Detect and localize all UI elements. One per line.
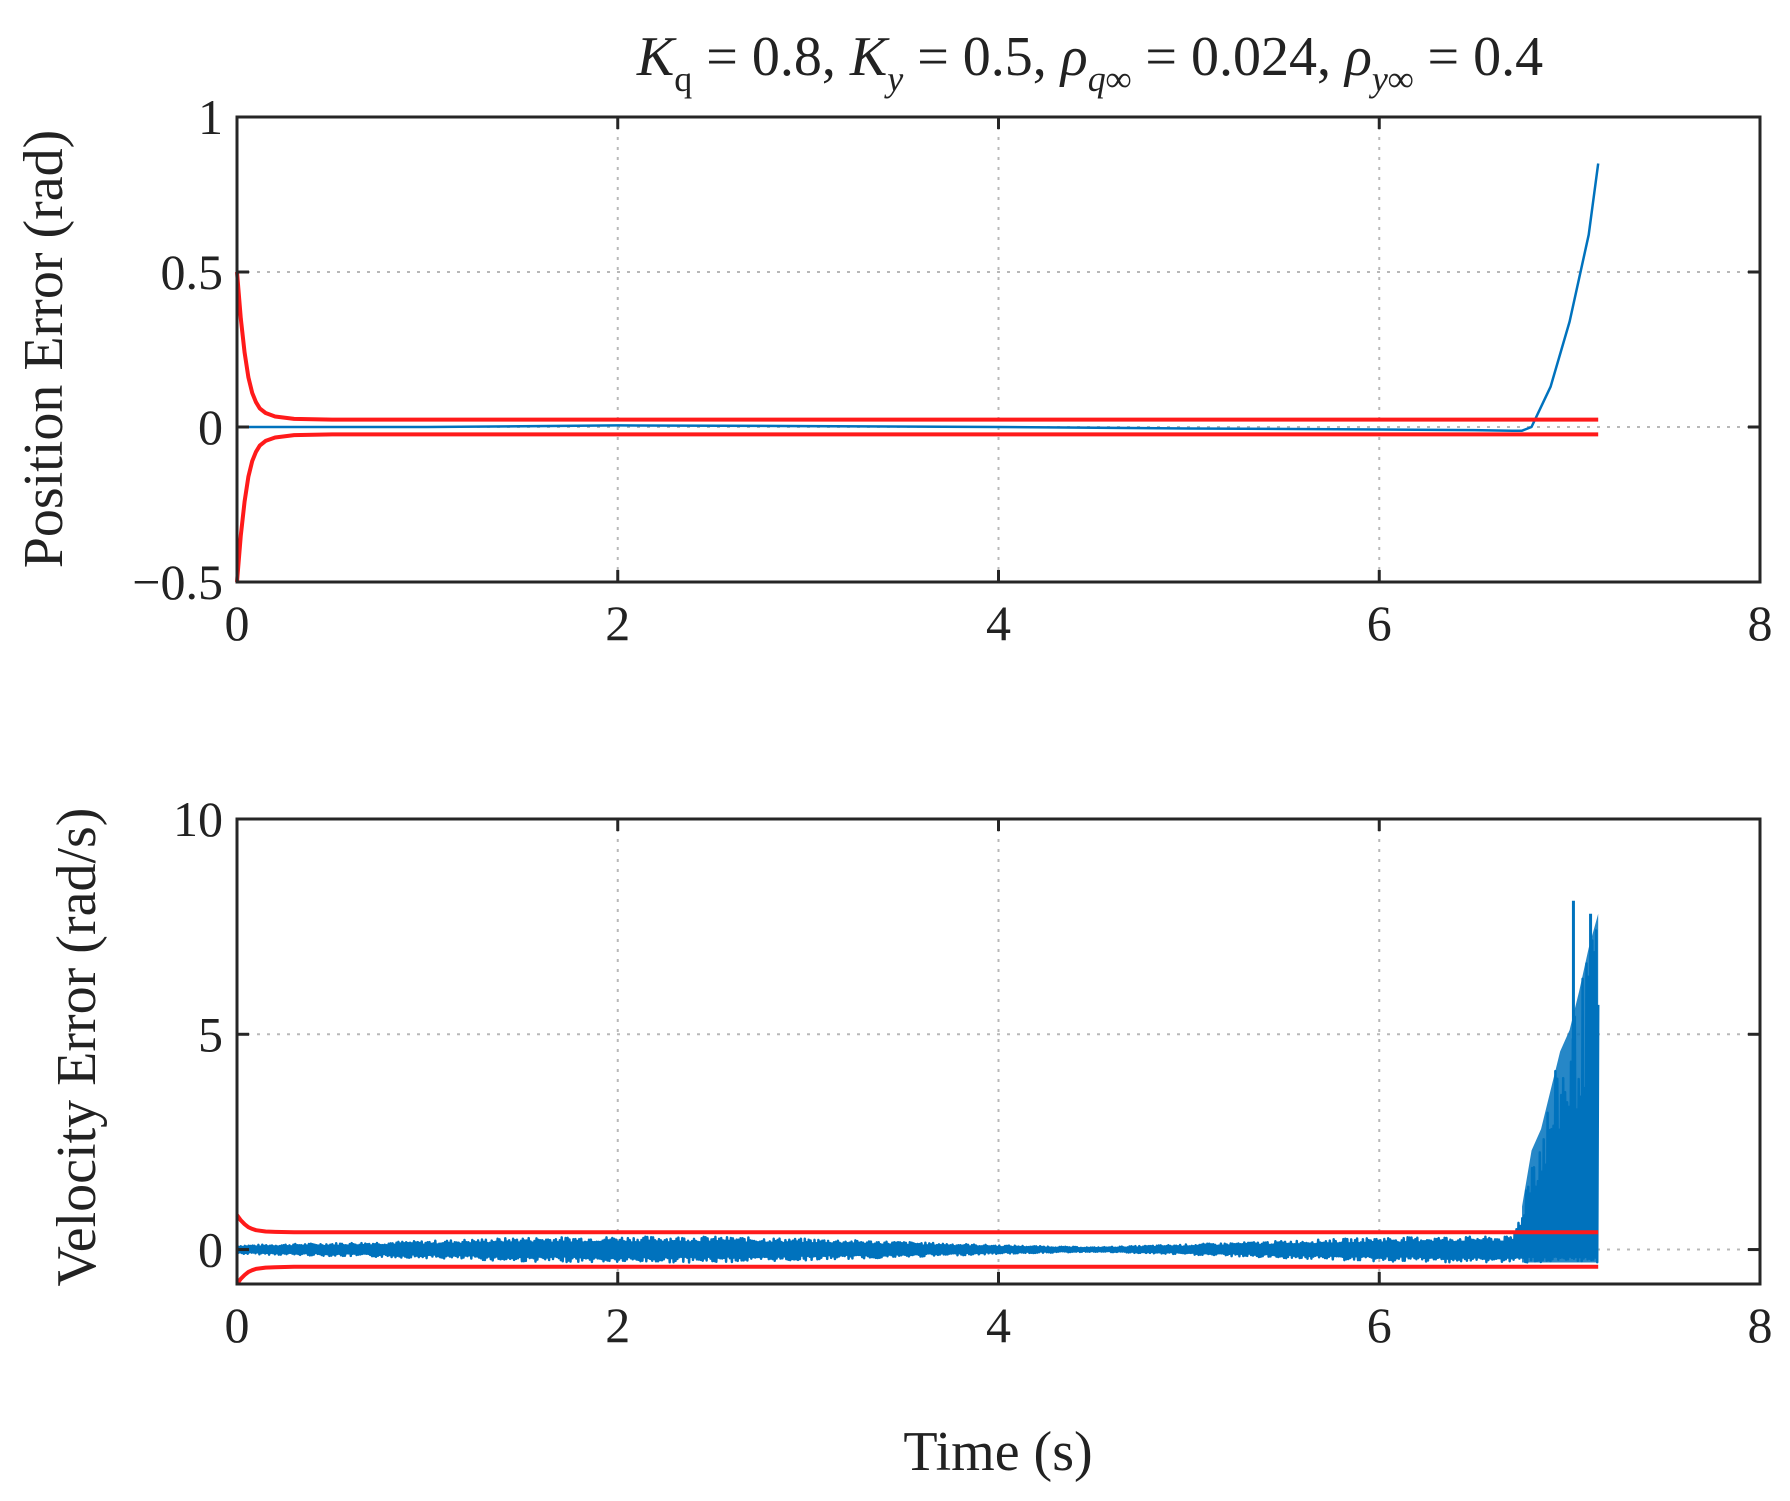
y-tick-label: 0 [198,1222,223,1278]
x-tick-label: 0 [225,1297,250,1353]
lower-bound-line [235,432,1599,583]
velocity-error-plot: 0 2 4 6 8 0 5 10 Velocity Error (rad/s) [46,791,1773,1353]
x-tick-label: 8 [1748,595,1773,651]
position-error-plot: 0 2 4 6 8−0.500.51 Position Error (rad) [13,89,1773,651]
x-axis-label: Time (s) [903,1421,1092,1483]
y-axis-label: Velocity Error (rad/s) [46,808,108,1287]
x-tick-label: 0 [225,595,250,651]
x-tick-label: 2 [605,595,630,651]
y-tick-label: 1 [198,89,223,145]
position-error-line [237,163,1600,432]
y-tick-label: 0 [198,399,223,455]
y-tick-label: 0.5 [161,244,224,300]
x-tick-label: 8 [1748,1297,1773,1353]
chart-title: Kq = 0.8, Ky = 0.5, ρq∞ = 0.024, ρy∞ = 0… [636,26,1543,99]
velocity-error-line [235,929,1600,1264]
x-tick-label: 6 [1367,1297,1392,1353]
x-tick-label: 4 [986,1297,1011,1353]
y-tick-label: 10 [173,791,223,847]
y-tick-label: 5 [198,1006,223,1062]
lower-bound-line [235,1264,1599,1286]
x-tick-label: 4 [986,595,1011,651]
y-axis-label: Position Error (rad) [13,130,75,569]
upper-bound-line [235,1213,1599,1235]
x-tick-label: 2 [605,1297,630,1353]
x-tick-label: 6 [1367,595,1392,651]
y-tick-label: −0.5 [132,554,223,610]
velocity-error-band [1522,913,1599,1263]
upper-bound-line [235,271,1599,422]
